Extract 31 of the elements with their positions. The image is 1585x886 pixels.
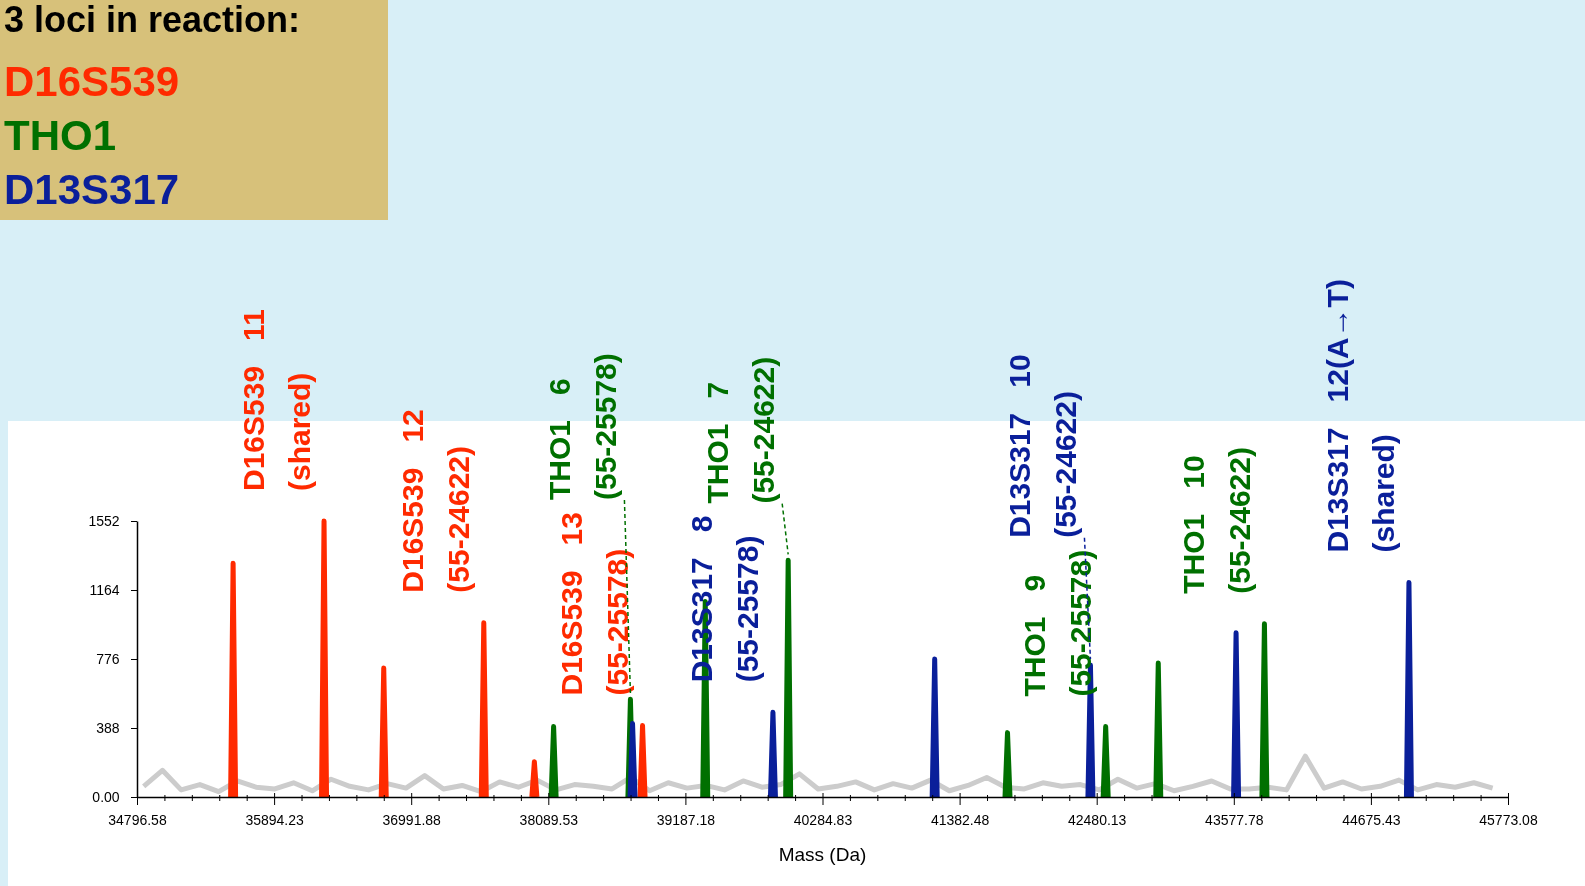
annotation: D16S539 12 (55-24622) [396, 409, 476, 593]
text: D16S539 [4, 58, 180, 105]
annotation: THO1 10 (55-24622) [1176, 447, 1256, 594]
x-tick-label: 34796.58 [108, 811, 167, 828]
legend-title: 3 loci in reaction: [4, 0, 301, 40]
x-tick-label: 35894.23 [245, 811, 304, 828]
x-tick-label: 42480.13 [1068, 811, 1127, 828]
y-tick-label: 1552 [88, 512, 120, 529]
x-tick-label: 39187.18 [656, 811, 716, 828]
y-tick-label: 1164 [89, 581, 120, 598]
annotation: THO1 6 (55-25578) [542, 353, 622, 501]
y-tick-label: 776 [96, 650, 120, 667]
y-tick-label: 0.00 [92, 788, 120, 805]
x-axis-title: Mass (Da) [778, 844, 867, 865]
annotation: THO1 9 (55-25578) [1018, 549, 1098, 697]
annotation: D16S539 11 (shared) [236, 309, 316, 491]
x-tick-label: 45773.08 [1479, 811, 1538, 828]
y-tick-label: 388 [96, 719, 120, 736]
x-tick-label: 43577.78 [1205, 811, 1264, 828]
x-tick-label: 44675.43 [1342, 811, 1401, 828]
x-tick-label: 38089.53 [519, 811, 579, 828]
text: D13S317 [4, 166, 180, 213]
annotation: THO1 7 (55-24622) [700, 356, 780, 504]
x-tick-label: 36991.88 [382, 811, 442, 828]
annotation: D16S539 13 (55-25578) [555, 512, 635, 696]
annotation: D13S317 10 (55-24622) [1002, 354, 1082, 538]
annotation: D13S317 12(A→T) (shared) [1321, 279, 1401, 553]
text: THO1 [4, 112, 117, 159]
x-tick-label: 40284.83 [793, 811, 853, 828]
x-tick-label: 41382.48 [930, 811, 990, 828]
annotation: D13S317 8 (55-25578) [685, 515, 765, 683]
